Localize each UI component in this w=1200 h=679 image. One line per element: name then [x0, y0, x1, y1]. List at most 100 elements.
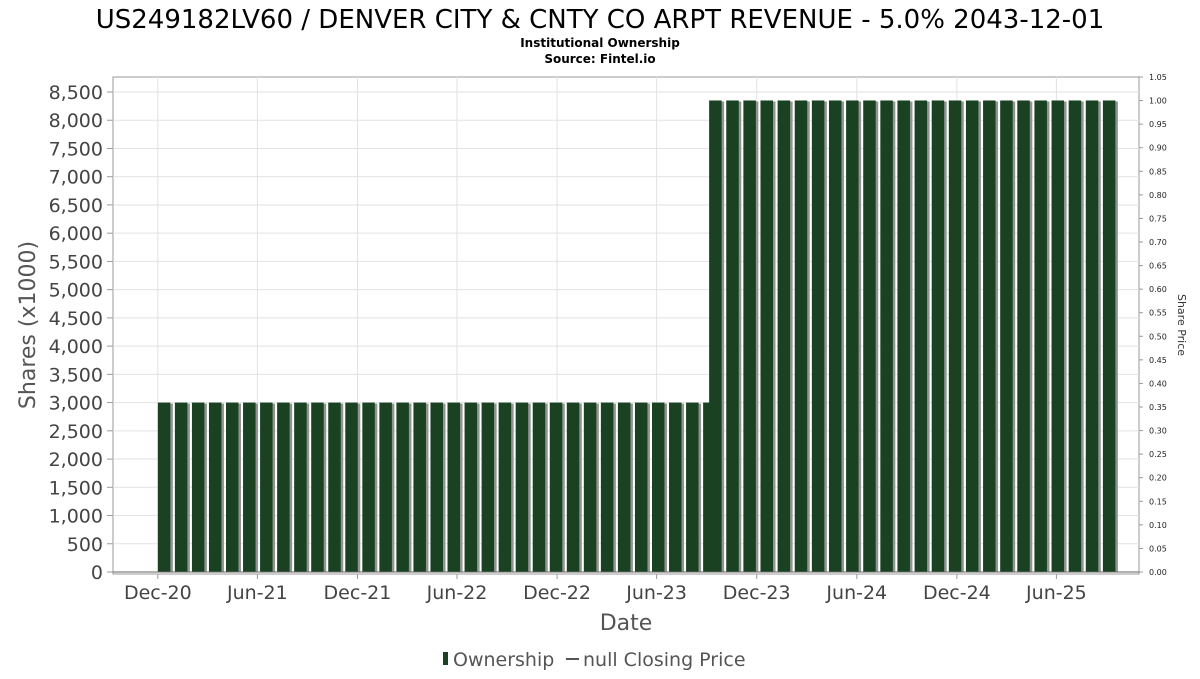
ownership-bar	[277, 402, 290, 572]
y-tick-label: 4,500	[49, 308, 103, 330]
y2-tick-label: 0.85	[1149, 167, 1167, 176]
ownership-bar	[532, 402, 546, 572]
ownership-bar	[931, 100, 945, 573]
ownership-bar	[1034, 100, 1047, 573]
y-tick-label: 0	[91, 562, 103, 584]
ownership-bar	[760, 100, 773, 573]
y2-tick-label: 0.25	[1149, 450, 1167, 459]
ownership-bar	[794, 100, 808, 573]
ownership-bar	[777, 100, 791, 573]
ownership-bar	[243, 402, 256, 572]
ownership-bar	[880, 100, 893, 573]
y2-tick-label: 1.00	[1149, 97, 1167, 106]
x-tick-label: Dec-23	[723, 582, 791, 604]
y2-tick-label: 0.30	[1149, 427, 1167, 436]
ownership-bar	[634, 402, 648, 572]
y-tick-label: 6,000	[49, 223, 103, 245]
y2-tick-label: 0.05	[1149, 544, 1167, 553]
y2-tick-label: 0.15	[1149, 497, 1167, 506]
ownership-bar	[396, 402, 409, 572]
ownership-bar	[260, 402, 273, 572]
ownership-bar	[362, 402, 375, 572]
ownership-bar	[1102, 100, 1116, 573]
ownership-bar	[174, 402, 188, 572]
ownership-bar	[413, 402, 426, 572]
y-tick-label: 8,000	[49, 110, 103, 132]
x-tick-label: Dec-22	[523, 582, 591, 604]
x-tick-label: Jun-23	[625, 582, 687, 604]
x-tick-label: Dec-20	[124, 582, 192, 604]
ownership-bar	[726, 100, 739, 573]
ownership-bar	[686, 402, 699, 572]
y-tick-label: 1,500	[49, 477, 103, 499]
ownership-bar	[914, 100, 928, 573]
y-tick-label: 2,500	[49, 421, 103, 443]
ownership-bar	[549, 402, 563, 572]
ownership-bar	[226, 402, 239, 572]
y-tick-label: 5,500	[49, 251, 103, 273]
ownership-bar	[1085, 100, 1099, 573]
ownership-bar	[948, 100, 962, 573]
ownership-bar	[1017, 100, 1030, 573]
y-tick-label: 6,500	[49, 195, 103, 217]
chart-subtitle: Institutional Ownership	[520, 36, 680, 50]
y-tick-label: 8,500	[49, 82, 103, 104]
x-tick-label: Jun-24	[825, 582, 887, 604]
ownership-bar	[897, 100, 910, 573]
ownership-bar	[709, 100, 722, 573]
y-axis-label: Shares (x1000)	[16, 241, 41, 409]
ownership-bar	[828, 100, 842, 573]
y-tick-label: 5,000	[49, 280, 103, 302]
ownership-bar	[965, 100, 979, 573]
ownership-bar	[566, 402, 580, 572]
ownership-bar	[515, 402, 529, 572]
ownership-bar	[811, 100, 825, 573]
x-tick-label: Jun-21	[226, 582, 288, 604]
y2-tick-label: 0.75	[1149, 214, 1167, 223]
y2-tick-label: 0.90	[1149, 144, 1167, 153]
y-tick-label: 7,000	[49, 167, 103, 189]
y-axis: 0 500 1,000 1,500 2,000 2,500 3,000 3,500 4,000 4…	[49, 82, 113, 584]
ownership-bar	[1068, 100, 1082, 573]
legend-ownership-swatch	[443, 652, 448, 665]
ownership-bar	[743, 100, 756, 573]
ownership-bar	[345, 402, 358, 572]
ownership-bar	[651, 402, 665, 572]
chart-source: Source: Fintel.io	[544, 52, 655, 66]
y-tick-label: 7,500	[49, 138, 103, 160]
secondary-y-axis: 0.00 0.05 0.10 0.15 0.20 0.25 0.30 0.35 0.40 0.45…	[1139, 73, 1167, 577]
y2-tick-label: 0.00	[1149, 568, 1167, 577]
bars-layer	[157, 100, 1118, 573]
ownership-bar	[1051, 100, 1065, 573]
ownership-bar	[208, 402, 222, 572]
ownership-bar	[669, 402, 682, 572]
ownership-bar	[447, 402, 461, 572]
y2-tick-label: 0.50	[1149, 332, 1167, 341]
y-tick-label: 4,000	[49, 336, 103, 358]
y2-tick-label: 0.10	[1149, 521, 1167, 530]
ownership-bar	[1000, 100, 1013, 573]
y2-axis-label: Share Price	[1175, 294, 1188, 356]
legend: Ownership null Closing Price	[443, 649, 746, 671]
y-tick-label: 1,000	[49, 506, 103, 528]
y2-tick-label: 0.55	[1149, 309, 1167, 318]
ownership-bar	[617, 402, 631, 572]
ownership-bar	[846, 100, 859, 573]
y2-tick-label: 0.65	[1149, 262, 1167, 271]
y-tick-label: 3,500	[49, 364, 103, 386]
ownership-bar	[464, 402, 478, 572]
legend-ownership-label: Ownership	[453, 649, 554, 671]
ownership-bar	[311, 402, 324, 572]
y2-tick-label: 0.60	[1149, 285, 1167, 294]
ownership-bar	[498, 402, 512, 572]
ownership-bar	[983, 100, 996, 573]
y2-tick-label: 0.70	[1149, 238, 1167, 247]
y2-tick-label: 1.05	[1149, 73, 1167, 82]
y2-tick-label: 0.35	[1149, 403, 1167, 412]
ownership-bar	[294, 402, 307, 572]
chart-title: US249182LV60 / DENVER CITY & CNTY CO ARP…	[96, 5, 1105, 35]
x-tick-label: Jun-22	[426, 582, 488, 604]
x-tick-label: Jun-25	[1025, 582, 1087, 604]
